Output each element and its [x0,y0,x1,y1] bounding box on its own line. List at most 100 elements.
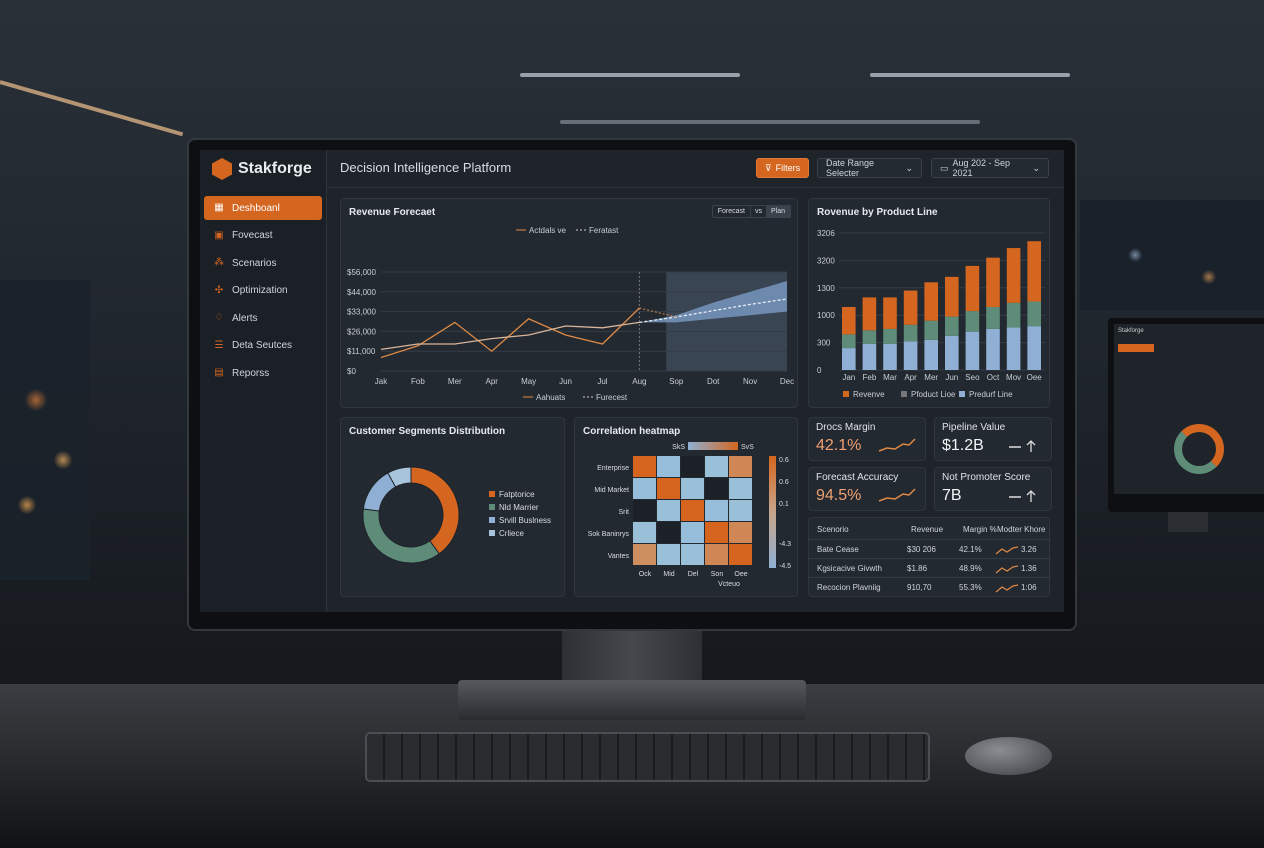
heatmap-cell [633,478,656,499]
date-picker[interactable]: ▭ Aug 202 - Sep 2021 ⌄ [931,158,1049,178]
series-line-1 [380,321,640,351]
table-row[interactable]: Recocion Plavniig 910,70 55.3% 1:06 [809,577,1051,596]
x-tick-label: Aug [632,377,646,386]
scale-label: SkS [672,444,685,451]
sparkline-icon [878,438,916,452]
x-tick-label: Jan [842,373,855,382]
x-tick-label: Nov [743,377,757,386]
table-row[interactable]: Bate Cease $30 206 42.1% 3.26 [809,539,1051,558]
revenue-by-product-chart: 0 300 1000 1300 3200 3206 Jan Feb Mar Apr Mer Jun Se… [817,229,1045,399]
row-label: Mid Market [594,487,629,494]
col-label: Mid [663,571,674,578]
filter-icon: ⊽ [765,162,772,173]
panel-title: Revenue Forecaet [349,207,436,218]
series-line-0 [380,307,640,359]
forecast-icon: ▣ [214,229,224,241]
sidebar-item-label: Reporss [232,367,270,379]
table-cell: 55.3% [959,583,982,592]
sidebar-item-4[interactable]: ♢ Alerts [204,306,322,330]
sidebar-item-label: Deshboanl [232,202,280,214]
y-tick-label: 3200 [817,256,835,265]
table-cell: 42.1% [959,545,982,554]
heatmap-cell [633,522,656,543]
table-row[interactable]: Kgsicacive Givwth $1.86 48.9% 1.36 [809,558,1051,577]
forecast-band [639,281,787,323]
side-monitor-brand: Stakforge [1118,328,1144,334]
bar-segment [842,334,856,349]
y-tick-label: 3206 [817,229,835,238]
sidebar-item-1[interactable]: ▣ Fovecast [204,224,322,248]
col-label: Son [711,571,724,578]
bar-segment [1006,302,1021,328]
city-window-right [1080,200,1264,310]
side-monitor: Stakforge [1108,318,1264,532]
page-title: Decision Intelligence Platform [340,160,512,175]
toggle-forecast[interactable]: Forecast [717,208,745,215]
y-tick-label: 0 [817,366,822,375]
bar-segment [883,328,897,344]
kpi-card: Pipeline Value $1.2B [934,417,1052,461]
kpi-card: Drocs Margin 42.1% [808,417,926,461]
correlation-heatmap-chart: SkS SvS Enterprise Mid Market Srit Sok Baninr… [588,442,791,588]
y-tick-label: 1000 [817,311,835,320]
colorbar-tick: 0.1 [779,501,789,508]
legend-label: Aahuats [536,393,565,402]
date-range-selector[interactable]: Date Range Selecter ⌄ [817,158,922,178]
bar-segment [883,297,897,329]
sparkline-icon [995,584,1019,593]
x-tick-label: Jul [597,377,607,386]
logo-icon [212,158,232,180]
y-tick-label: 300 [817,339,831,348]
table-cell: 1:06 [1021,583,1037,592]
sidebar-item-0[interactable]: ▦ Deshboanl [204,196,322,220]
heatmap-cell [657,544,680,565]
donut-slice [362,508,440,564]
optimization-icon: ✣ [214,284,224,296]
date-value: Aug 202 - Sep 2021 [952,158,1011,178]
customer-segments-chart: Fatptorice Nld Marrier Srvill Buslness Crli… [362,466,551,564]
bar-segment [945,335,959,370]
legend-swatch [489,491,495,497]
bar-segment [842,306,856,335]
panel-title: Customer Segments Distribution [349,426,506,437]
bar-segment [862,297,877,331]
brand-name: Stakforge [238,160,312,177]
scale-label: SvS [741,444,754,451]
x-tick-label: Oct [987,373,1000,382]
legend-label: Crliece [499,529,524,538]
sidebar-item-2[interactable]: ⁂ Scenarios [204,251,322,275]
x-tick-label: Jun [945,373,958,382]
donut-slice [410,466,460,555]
heatmap-cell [633,456,656,477]
legend-label: Feratast [589,226,619,235]
colorbar [769,456,776,568]
sidebar-item-label: Optimization [232,285,288,296]
toggle-plan[interactable]: Plan [765,206,790,217]
heatmap-cell [705,456,728,477]
sidebar-item-3[interactable]: ✣ Optimization [204,279,322,303]
sidebar-item-6[interactable]: ▤ Reporss [204,361,322,385]
heatmap-cell [657,478,680,499]
filters-button[interactable]: ⊽ Filters [756,158,810,178]
legend-label: Actdals ve [529,226,566,235]
chevron-down-icon: ⌄ [905,162,913,173]
heatmap-cell [729,544,752,565]
heatmap-cell [681,478,704,499]
chevron-down-icon: ⌄ [1032,162,1040,173]
kpi-label: Forecast Accuracy [816,472,899,483]
table-cell: 3.26 [1021,545,1037,554]
filters-label: Filters [775,163,801,173]
scenario-table: Scenorio Revenue Margin % Modter Khore Bate … [808,517,1051,597]
kpi-value: 94.5% [816,487,862,504]
colorbar-tick: -4.3 [779,541,791,548]
x-tick-label: Seo [965,373,980,382]
toggle-vs[interactable]: vs [749,206,766,217]
row-label: Enterprise [597,465,629,472]
colorbar-tick: -4.5 [779,563,791,570]
city-window-left [0,280,90,580]
x-tick-label: Jak [375,377,388,386]
heatmap-cell [681,456,704,477]
sidebar-item-5[interactable]: ☰ Deta Seutces [204,334,322,358]
x-tick-label: Mov [1006,373,1021,382]
table-cell: 910,70 [907,583,932,592]
